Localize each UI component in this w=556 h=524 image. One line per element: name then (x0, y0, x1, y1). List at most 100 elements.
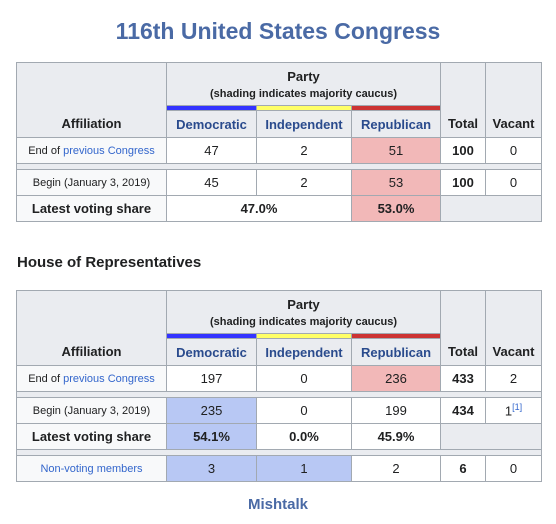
value-cell: 236 (351, 365, 441, 392)
value-text: 2 (300, 175, 308, 190)
party-name[interactable]: Democratic (166, 338, 257, 366)
value-cell: 235 (166, 397, 257, 424)
party-color (351, 333, 441, 339)
value-cell: 434 (440, 397, 486, 424)
value-cell: 1[1] (485, 397, 542, 424)
empty-cell (440, 195, 542, 222)
row-label: End of previous Congress (16, 365, 167, 392)
value-cell: 100 (440, 169, 486, 196)
party-name[interactable]: Republican (351, 338, 441, 366)
value-cell: 100 (440, 137, 486, 164)
value-cell: 2 (485, 365, 542, 392)
value-text: 6 (459, 461, 467, 476)
value-cell: 433 (440, 365, 486, 392)
party-name[interactable]: Independent (256, 110, 352, 138)
value-cell: 47.0% (166, 195, 352, 222)
data-row: Begin (January 3, 2019) 45 2 53 100 0 (16, 169, 542, 196)
value-text: 235 (200, 403, 223, 418)
value-text: 51 (388, 143, 404, 158)
row-label: Begin (January 3, 2019) (16, 397, 167, 424)
party-note: (shading indicates majority caucus) (209, 315, 398, 328)
value-cell: 47 (166, 137, 257, 164)
value-text: 433 (452, 371, 474, 386)
value-text: 53.0% (377, 201, 415, 216)
value-text: 0 (509, 175, 518, 190)
label-text: End of (28, 144, 61, 157)
header-row: Affiliation Party (shading indicates major… (16, 62, 542, 138)
value-text: 100 (452, 175, 474, 190)
value-text: 434 (452, 403, 474, 418)
label-link[interactable]: previous Congress (63, 372, 155, 385)
data-row: Latest voting share 47.0% 53.0% (16, 195, 542, 222)
footer[interactable]: Mishtalk (247, 496, 308, 513)
value-cell: 2 (351, 455, 441, 482)
value-cell: 197 (166, 365, 257, 392)
data-row: End of previous Congress 197 0 236 433 2 (16, 365, 542, 392)
party-name[interactable]: Democratic (166, 110, 257, 138)
data-row: Non-voting members 3 1 2 6 0 (16, 455, 542, 482)
party-name[interactable]: Independent (256, 338, 352, 366)
value-cell: 1 (256, 455, 352, 482)
value-text: 2 (392, 461, 400, 476)
value-text: 3 (207, 461, 216, 476)
value-cell: 0 (485, 169, 542, 196)
color-row (17, 105, 542, 111)
header-cell: Party (shading indicates majority caucus) (166, 290, 441, 334)
value-text: 54.1% (193, 429, 230, 444)
label-text: Latest voting share (31, 429, 152, 444)
value-text: 0 (509, 461, 518, 476)
label-link[interactable]: previous Congress (63, 144, 155, 157)
label-link[interactable]: Non-voting members (40, 462, 143, 475)
value-text: 2 (300, 143, 308, 158)
value-cell: 0.0% (256, 423, 352, 450)
value-cell: 6 (440, 455, 486, 482)
title: 116th United States Congress (115, 18, 441, 44)
value-cell: 0 (485, 455, 542, 482)
value-text: 53 (388, 175, 404, 190)
data-row: End of previous Congress 47 2 51 100 0 (16, 137, 542, 164)
value-text: 1 (300, 461, 308, 476)
data-row: Begin (January 3, 2019) 235 0 199 434 1[1] (16, 397, 542, 424)
note[interactable]: [1] (512, 402, 523, 413)
row-label: Latest voting share (16, 423, 167, 450)
value-cell: 54.1% (166, 423, 257, 450)
row-label: End of previous Congress (16, 137, 167, 164)
value-cell: 2 (256, 137, 352, 164)
value-text: 47 (204, 143, 219, 158)
party-label: Party (287, 68, 320, 84)
section-heading: House of Representatives (17, 254, 202, 271)
value-text: 100 (452, 143, 474, 158)
party-label: Party (287, 296, 320, 312)
value-cell: 2 (256, 169, 352, 196)
value-text: 0 (300, 403, 308, 418)
label-text: Latest voting share (31, 201, 152, 216)
value-text: 0 (509, 143, 518, 158)
value-text: 45 (204, 175, 219, 190)
value-cell: 0 (485, 137, 542, 164)
label-text: Begin (January 3, 2019) (32, 176, 151, 189)
value-text: 197 (200, 371, 223, 386)
value-text: 0.0% (289, 429, 319, 444)
value-text: 45.9% (377, 429, 415, 444)
value-text: 47.0% (240, 201, 278, 216)
value-cell: 45 (166, 169, 257, 196)
party-row: Democratic Independent Republican (17, 110, 542, 138)
empty-cell (440, 423, 542, 450)
value-text: 199 (385, 403, 407, 418)
data-row: Latest voting share 54.1% 0.0% 45.9% (16, 423, 542, 450)
row-label: Begin (January 3, 2019) (16, 169, 167, 196)
value-text: 1 (504, 403, 513, 419)
value-cell: 45.9% (351, 423, 441, 450)
party-name[interactable]: Republican (351, 110, 441, 138)
header-cell: Vacant (485, 290, 542, 366)
value-cell: 0 (256, 365, 352, 392)
header-cell: Total (440, 290, 486, 366)
value-cell: 3 (166, 455, 257, 482)
header-cell: Affiliation (16, 62, 167, 138)
value-cell: 51 (351, 137, 441, 164)
label-text: Begin (January 3, 2019) (32, 404, 151, 417)
value-cell: 0 (256, 397, 352, 424)
value-text: 2 (509, 371, 518, 386)
header-row: Affiliation Party (shading indicates major… (16, 290, 542, 366)
